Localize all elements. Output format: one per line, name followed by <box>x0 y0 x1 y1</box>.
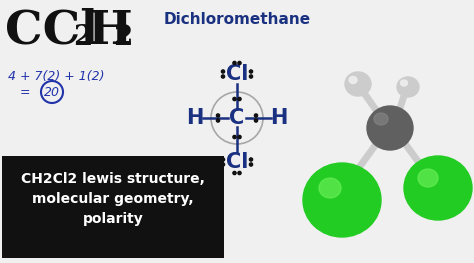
Text: 4 + 7(2) + 1(2): 4 + 7(2) + 1(2) <box>8 70 104 83</box>
Text: Cl: Cl <box>226 152 248 172</box>
Text: molecular geometry,: molecular geometry, <box>32 192 194 206</box>
Text: CCl: CCl <box>5 8 98 54</box>
Ellipse shape <box>404 156 472 220</box>
Circle shape <box>221 158 225 161</box>
Text: 2: 2 <box>73 24 92 51</box>
Circle shape <box>221 75 225 78</box>
Circle shape <box>249 70 253 73</box>
Text: H: H <box>186 108 204 128</box>
Ellipse shape <box>303 163 381 237</box>
Circle shape <box>233 135 236 139</box>
Ellipse shape <box>401 80 408 86</box>
Circle shape <box>221 70 225 73</box>
Ellipse shape <box>397 77 419 97</box>
Text: H: H <box>270 108 288 128</box>
Circle shape <box>233 171 236 175</box>
Circle shape <box>255 119 257 122</box>
Ellipse shape <box>367 106 413 150</box>
Text: 2: 2 <box>113 24 132 51</box>
Ellipse shape <box>418 169 438 187</box>
Text: Cl: Cl <box>226 64 248 84</box>
Text: =: = <box>20 86 30 99</box>
Text: polarity: polarity <box>82 212 143 226</box>
Ellipse shape <box>345 72 371 96</box>
Circle shape <box>233 61 236 65</box>
Circle shape <box>238 97 241 101</box>
Text: C: C <box>229 108 245 128</box>
Circle shape <box>233 97 236 101</box>
Ellipse shape <box>374 113 388 125</box>
Text: 20: 20 <box>44 85 60 99</box>
Circle shape <box>238 61 241 65</box>
Circle shape <box>249 158 253 161</box>
Circle shape <box>249 163 253 166</box>
Circle shape <box>255 114 257 117</box>
Circle shape <box>217 119 219 122</box>
Circle shape <box>217 114 219 117</box>
FancyBboxPatch shape <box>2 156 224 258</box>
Circle shape <box>238 171 241 175</box>
Ellipse shape <box>349 77 357 83</box>
Circle shape <box>221 163 225 166</box>
Circle shape <box>238 135 241 139</box>
Text: Dichloromethane: Dichloromethane <box>164 12 310 27</box>
Circle shape <box>249 75 253 78</box>
Text: CH2Cl2 lewis structure,: CH2Cl2 lewis structure, <box>21 172 205 186</box>
Text: H: H <box>88 8 133 54</box>
Ellipse shape <box>319 178 341 198</box>
